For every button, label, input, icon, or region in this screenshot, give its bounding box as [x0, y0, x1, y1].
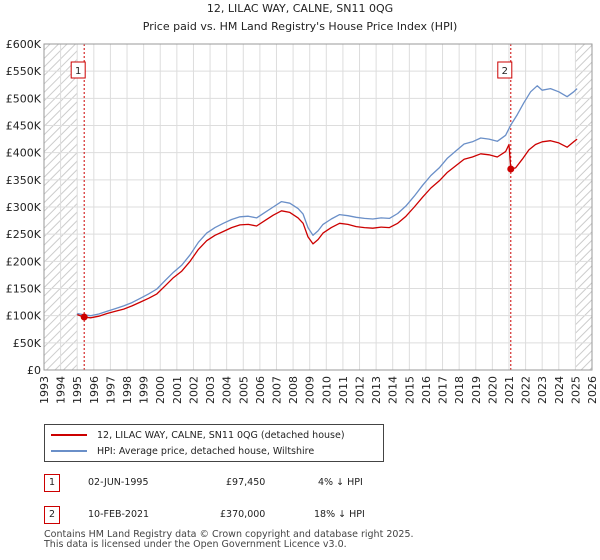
transaction-hpi: 4% ↓ HPI	[318, 477, 363, 488]
footer: Contains HM Land Registry data © Crown c…	[44, 530, 584, 550]
x-tick-label: 2010	[320, 376, 333, 404]
y-tick-label: £550K	[6, 65, 42, 78]
chart-legend: 12, LILAC WAY, CALNE, SN11 0QG (detached…	[44, 424, 384, 462]
x-tick-label: 2003	[204, 376, 217, 404]
price-chart: 12, LILAC WAY, CALNE, SN11 0QG Price pai…	[6, 2, 599, 404]
transaction-row: 1 02-JUN-1995 £97,450 4% ↓ HPI	[44, 474, 564, 494]
x-tick-label: 2011	[337, 376, 350, 404]
series-line-hpi	[77, 85, 578, 317]
x-tick-label: 2005	[237, 376, 250, 404]
x-tick-label: 2007	[270, 376, 283, 404]
x-tick-label: 2020	[486, 376, 499, 404]
x-tick-label: 1999	[138, 376, 151, 404]
x-tick-label: 2022	[520, 376, 533, 404]
sale-label-box	[70, 61, 86, 79]
y-tick-label: £400K	[6, 147, 42, 160]
x-tick-label: 2017	[437, 376, 450, 404]
y-tick-label: £500K	[6, 92, 42, 105]
transaction-price: £97,450	[226, 477, 266, 488]
chart-subtitle: Price paid vs. HM Land Registry's House …	[143, 20, 458, 33]
sale-label-box	[497, 61, 513, 79]
x-tick-label: 2019	[470, 376, 483, 404]
x-tick-label: 1998	[121, 376, 134, 404]
y-tick-label: £450K	[6, 120, 42, 133]
y-tick-label: £100K	[6, 310, 42, 323]
x-tick-label: 2009	[304, 376, 317, 404]
legend-item-property: 12, LILAC WAY, CALNE, SN11 0QG (detached…	[51, 427, 345, 443]
series-line-property	[76, 138, 578, 319]
x-tick-label: 1993	[38, 376, 51, 404]
x-tick-label: 1995	[71, 376, 84, 404]
x-tick-label: 1997	[104, 376, 117, 404]
x-tick-label: 2000	[154, 376, 167, 404]
chart-title: 12, LILAC WAY, CALNE, SN11 0QG	[207, 2, 393, 15]
legend-line-blue	[51, 450, 87, 452]
x-tick-label: 2014	[387, 376, 400, 404]
y-tick-label: £250K	[6, 228, 42, 241]
footer-copyright: Contains HM Land Registry data © Crown c…	[44, 529, 414, 540]
x-tick-label: 2024	[553, 376, 566, 404]
x-tick-label: 2021	[503, 376, 516, 404]
x-tick-label: 2004	[221, 376, 234, 404]
y-tick-label: £50K	[13, 337, 42, 350]
x-tick-label: 2008	[287, 376, 300, 404]
sale-label: 1	[75, 66, 81, 77]
sale-point	[507, 165, 515, 173]
x-tick-label: 2002	[187, 376, 200, 404]
sale-point	[80, 313, 88, 321]
x-tick-label: 2016	[420, 376, 433, 404]
legend-label-hpi: HPI: Average price, detached house, Wilt…	[97, 445, 315, 457]
x-tick-label: 2025	[569, 376, 582, 404]
transaction-row: 2 10-FEB-2021 £370,000 18% ↓ HPI	[44, 506, 564, 526]
transaction-badge: 2	[44, 506, 60, 524]
legend-line-red	[51, 434, 87, 436]
x-tick-label: 2026	[586, 376, 599, 404]
transaction-price: £370,000	[220, 509, 266, 520]
transaction-hpi: 18% ↓ HPI	[314, 509, 365, 520]
y-tick-label: £350K	[6, 174, 42, 187]
y-tick-label: £150K	[6, 283, 42, 296]
y-tick-label: £300K	[6, 201, 42, 214]
x-tick-label: 1994	[55, 376, 68, 404]
transaction-badge: 1	[44, 474, 60, 492]
x-tick-label: 2023	[536, 376, 549, 404]
x-tick-label: 2013	[370, 376, 383, 404]
legend-label-property: 12, LILAC WAY, CALNE, SN11 0QG (detached…	[97, 429, 345, 441]
transaction-date: 02-JUN-1995	[88, 477, 149, 488]
legend-item-hpi: HPI: Average price, detached house, Wilt…	[51, 443, 314, 459]
x-tick-label: 2015	[403, 376, 416, 404]
plot-border	[43, 43, 593, 371]
x-tick-label: 2018	[453, 376, 466, 404]
x-tick-label: 2006	[254, 376, 267, 404]
transaction-date: 10-FEB-2021	[88, 509, 150, 520]
sale-label: 2	[502, 66, 508, 77]
y-tick-label: £600K	[6, 38, 42, 51]
x-tick-label: 1996	[88, 376, 101, 404]
x-tick-label: 2012	[354, 376, 367, 404]
y-tick-label: £0	[27, 364, 41, 377]
x-tick-label: 2001	[171, 376, 184, 404]
footer-licence: This data is licensed under the Open Gov…	[44, 539, 347, 550]
y-tick-label: £200K	[6, 255, 42, 268]
